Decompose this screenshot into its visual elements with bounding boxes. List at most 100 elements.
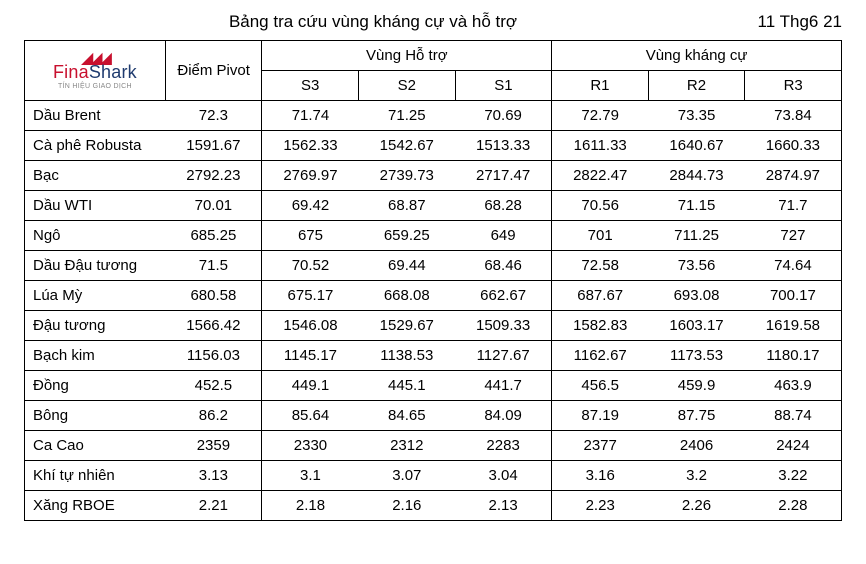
cell-r1: 2.23 <box>552 491 649 521</box>
instrument-name: Dầu WTI <box>25 191 166 221</box>
cell-s3: 85.64 <box>262 401 359 431</box>
col-header-r1: R1 <box>552 71 649 101</box>
cell-pivot: 680.58 <box>165 281 262 311</box>
cell-s3: 70.52 <box>262 251 359 281</box>
cell-s2: 84.65 <box>359 401 456 431</box>
cell-r1: 1162.67 <box>552 341 649 371</box>
cell-r3: 3.22 <box>745 461 842 491</box>
cell-r2: 3.2 <box>648 461 745 491</box>
cell-r3: 1619.58 <box>745 311 842 341</box>
col-group-resistance: Vùng kháng cự <box>552 41 842 71</box>
cell-s2: 2739.73 <box>359 161 456 191</box>
cell-r2: 73.35 <box>648 101 745 131</box>
instrument-name: Đậu tương <box>25 311 166 341</box>
col-header-s1: S1 <box>455 71 552 101</box>
cell-r1: 2377 <box>552 431 649 461</box>
page-date: 11 Thg6 21 <box>722 12 842 32</box>
cell-r2: 87.75 <box>648 401 745 431</box>
cell-s2: 2.16 <box>359 491 456 521</box>
logo-text: FinaShark <box>53 63 137 83</box>
cell-pivot: 72.3 <box>165 101 262 131</box>
cell-s1: 2283 <box>455 431 552 461</box>
cell-pivot: 1591.67 <box>165 131 262 161</box>
cell-s3: 675.17 <box>262 281 359 311</box>
cell-s1: 1127.67 <box>455 341 552 371</box>
instrument-name: Dầu Brent <box>25 101 166 131</box>
cell-r2: 1173.53 <box>648 341 745 371</box>
instrument-name: Bạc <box>25 161 166 191</box>
col-header-s2: S2 <box>359 71 456 101</box>
instrument-name: Lúa Mỳ <box>25 281 166 311</box>
cell-r3: 700.17 <box>745 281 842 311</box>
instrument-name: Ngô <box>25 221 166 251</box>
cell-r1: 701 <box>552 221 649 251</box>
logo-subtitle: TÍN HIỆU GIAO DỊCH <box>58 83 132 91</box>
cell-r1: 87.19 <box>552 401 649 431</box>
cell-s3: 3.1 <box>262 461 359 491</box>
cell-r3: 88.74 <box>745 401 842 431</box>
cell-s1: 662.67 <box>455 281 552 311</box>
cell-s2: 71.25 <box>359 101 456 131</box>
logo-cell: ◢◢◢ FinaShark TÍN HIỆU GIAO DỊCH <box>25 41 166 101</box>
cell-r1: 456.5 <box>552 371 649 401</box>
table-row: Dầu WTI70.0169.4268.8768.2870.5671.1571.… <box>25 191 842 221</box>
page-title: Bảng tra cứu vùng kháng cự và hỗ trợ <box>24 12 722 32</box>
cell-r2: 71.15 <box>648 191 745 221</box>
cell-s3: 449.1 <box>262 371 359 401</box>
col-header-r2: R2 <box>648 71 745 101</box>
col-header-s3: S3 <box>262 71 359 101</box>
cell-r1: 72.58 <box>552 251 649 281</box>
cell-pivot: 2792.23 <box>165 161 262 191</box>
table-row: Dầu Brent72.371.7471.2570.6972.7973.3573… <box>25 101 842 131</box>
cell-s2: 445.1 <box>359 371 456 401</box>
cell-s2: 1138.53 <box>359 341 456 371</box>
cell-s2: 668.08 <box>359 281 456 311</box>
cell-r3: 463.9 <box>745 371 842 401</box>
col-group-support: Vùng Hỗ trợ <box>262 41 552 71</box>
cell-s3: 2769.97 <box>262 161 359 191</box>
cell-s3: 1145.17 <box>262 341 359 371</box>
table-row: Ngô685.25675659.25649701711.25727 <box>25 221 842 251</box>
cell-r2: 2844.73 <box>648 161 745 191</box>
col-header-r3: R3 <box>745 71 842 101</box>
col-header-pivot: Điểm Pivot <box>165 41 262 101</box>
table-row: Bông86.285.6484.6584.0987.1987.7588.74 <box>25 401 842 431</box>
cell-s1: 68.46 <box>455 251 552 281</box>
cell-r2: 73.56 <box>648 251 745 281</box>
instrument-name: Bạch kim <box>25 341 166 371</box>
cell-r2: 2406 <box>648 431 745 461</box>
cell-s3: 2.18 <box>262 491 359 521</box>
table-row: Đồng452.5449.1445.1441.7456.5459.9463.9 <box>25 371 842 401</box>
cell-s1: 649 <box>455 221 552 251</box>
instrument-name: Khí tự nhiên <box>25 461 166 491</box>
cell-s2: 3.07 <box>359 461 456 491</box>
cell-s3: 1562.33 <box>262 131 359 161</box>
cell-s3: 675 <box>262 221 359 251</box>
cell-s3: 69.42 <box>262 191 359 221</box>
table-row: Bạc2792.232769.972739.732717.472822.4728… <box>25 161 842 191</box>
cell-pivot: 71.5 <box>165 251 262 281</box>
cell-r1: 687.67 <box>552 281 649 311</box>
cell-r2: 459.9 <box>648 371 745 401</box>
cell-r1: 1582.83 <box>552 311 649 341</box>
cell-s2: 1542.67 <box>359 131 456 161</box>
cell-s2: 659.25 <box>359 221 456 251</box>
cell-r3: 2874.97 <box>745 161 842 191</box>
instrument-name: Bông <box>25 401 166 431</box>
cell-r3: 1180.17 <box>745 341 842 371</box>
cell-s3: 71.74 <box>262 101 359 131</box>
cell-s1: 2717.47 <box>455 161 552 191</box>
cell-r1: 72.79 <box>552 101 649 131</box>
cell-s2: 2312 <box>359 431 456 461</box>
cell-s1: 1509.33 <box>455 311 552 341</box>
cell-r2: 711.25 <box>648 221 745 251</box>
cell-s1: 84.09 <box>455 401 552 431</box>
table-row: Cà phê Robusta1591.671562.331542.671513.… <box>25 131 842 161</box>
cell-s2: 68.87 <box>359 191 456 221</box>
cell-r1: 2822.47 <box>552 161 649 191</box>
pivot-table: ◢◢◢ FinaShark TÍN HIỆU GIAO DỊCH Điểm Pi… <box>24 40 842 521</box>
cell-r3: 1660.33 <box>745 131 842 161</box>
cell-pivot: 1566.42 <box>165 311 262 341</box>
cell-s2: 69.44 <box>359 251 456 281</box>
instrument-name: Ca Cao <box>25 431 166 461</box>
